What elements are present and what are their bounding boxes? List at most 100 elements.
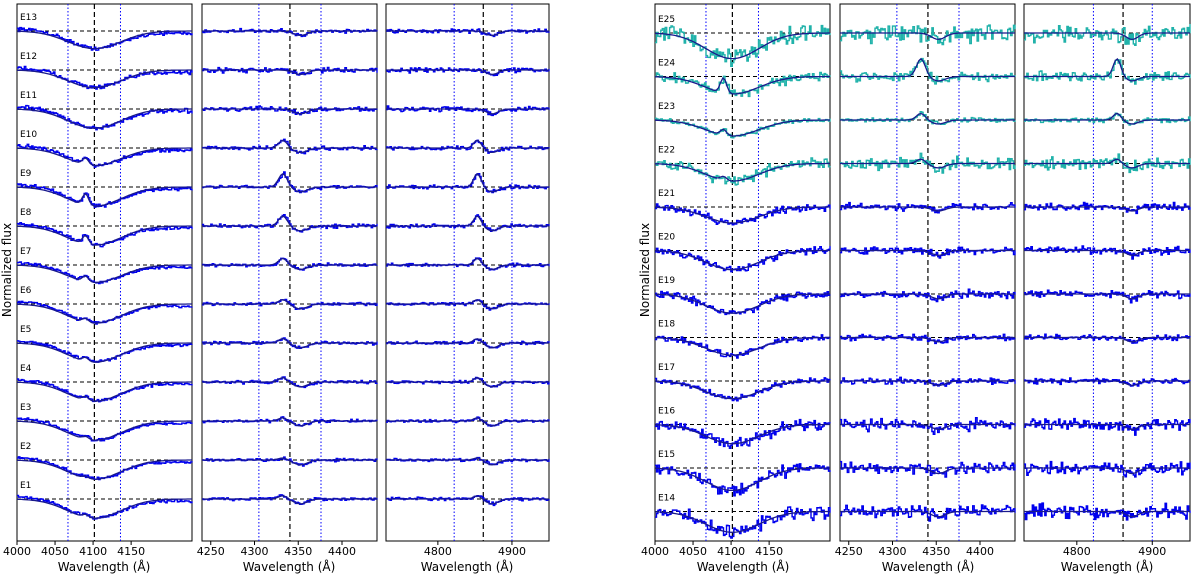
- spectrum-E8-model: [16, 225, 192, 246]
- x-tick-label: 4100: [717, 545, 745, 558]
- spectrum-E16-data: [655, 418, 831, 449]
- spectrum-label-E20: E20: [658, 233, 675, 243]
- spectrum-label-E16: E16: [658, 407, 675, 417]
- spectrum-E8-data: [386, 214, 550, 232]
- spectrum-E10-model: [202, 139, 377, 154]
- spectrum-E16-model: [654, 423, 830, 445]
- spectrum-label-E12: E12: [20, 52, 37, 62]
- spectrum-label-E9: E9: [20, 169, 32, 179]
- spectrum-E23-model: [654, 119, 830, 137]
- spectrum-E22-model: [840, 158, 1015, 169]
- spectrum-E10-data: [386, 139, 550, 154]
- spectrum-E20-model: [840, 249, 1015, 256]
- left-spectra-group: 4000 4050 4100 4150 E13 E12 E11 E10 E9 E8 E7 E6 E5 E4…: [3, 3, 550, 558]
- panel-frame: [16, 3, 193, 542]
- spectrum-E19-model: [840, 293, 1015, 300]
- spectrum-E14-data: [655, 506, 831, 539]
- x-axis-label-2: Wavelength (Å): [243, 559, 336, 574]
- spectrum-E3-model: [16, 420, 192, 441]
- spectrum-E1-data: [386, 495, 550, 507]
- spectrum-E24-model: [1024, 57, 1190, 82]
- spectrum-E16-model: [1024, 423, 1190, 430]
- x-tick-label: 4900: [498, 545, 526, 558]
- spectrum-E25-model: [1024, 32, 1190, 41]
- spectrum-E18-model: [840, 336, 1015, 343]
- x-axis-label-4: Wavelength (Å): [697, 559, 790, 574]
- spectrum-E18-model: [655, 336, 830, 356]
- x-tick-label: 4350: [922, 545, 950, 558]
- spectrum-E8-model: [386, 215, 549, 232]
- spectrum-E20-model: [1024, 249, 1190, 256]
- x-axis-label-6: Wavelength (Å): [1061, 559, 1154, 574]
- spectrum-E21-model: [654, 206, 830, 224]
- spectrum-E24-model: [840, 57, 1015, 82]
- spectrum-E4-model: [16, 381, 192, 402]
- x-tick-label: 4000: [3, 545, 31, 558]
- spectrum-label-E21: E21: [658, 189, 675, 199]
- spectrum-E25-model: [840, 32, 1015, 41]
- spectrum-E5-model: [202, 338, 377, 349]
- y-axis-label-right: Normalized flux: [638, 223, 652, 317]
- spectrum-E15-model: [1024, 467, 1190, 475]
- spectrum-E2-model: [16, 459, 192, 480]
- spectrum-E24-data: [655, 71, 831, 98]
- left-panel-3: 4800 4900: [385, 3, 550, 558]
- x-tick-label: 4400: [328, 545, 356, 558]
- spectrum-label-E3: E3: [20, 403, 31, 413]
- spectrum-E16-data: [1024, 417, 1191, 436]
- spectrum-E13-data: [17, 26, 193, 51]
- spectrum-E9-model: [16, 186, 192, 207]
- spectrum-E25-data: [1024, 24, 1191, 46]
- x-tick-label: 4050: [41, 545, 69, 558]
- spectrum-label-E23: E23: [658, 102, 675, 112]
- spectrum-E17-model: [840, 380, 1015, 387]
- spectrum-E6-model: [16, 303, 192, 324]
- spectrum-E21-data: [840, 201, 1016, 214]
- right-spectra-group: 4000 4050 4100 4150 E25 E24 E23 E22 E21 E20 E19 E18…: [641, 3, 1191, 558]
- spectrum-E18-data: [655, 334, 831, 359]
- spectrum-E3-model: [386, 417, 549, 427]
- spectrum-E9-data: [17, 183, 193, 208]
- spectrum-E24-data: [1024, 59, 1191, 85]
- x-tick-label: 4100: [79, 545, 107, 558]
- spectrum-label-E8: E8: [20, 208, 32, 218]
- spectrum-E21-data: [1024, 201, 1191, 215]
- spectrum-E25-data: [655, 24, 831, 67]
- spectrum-E15-model: [654, 467, 830, 492]
- spectrum-E15-model: [840, 467, 1015, 475]
- spectrum-E7-model: [386, 257, 549, 271]
- spectrum-E4-model: [202, 377, 377, 388]
- spectrum-E7-model: [202, 257, 377, 271]
- spectrum-E22-model: [1024, 158, 1190, 169]
- spectrum-E23-model: [840, 112, 1015, 125]
- spectrum-E22-data: [1024, 153, 1191, 174]
- spectrum-label-E24: E24: [658, 59, 675, 69]
- spectrum-E9-model: [202, 172, 377, 193]
- spectrum-E18-model: [1024, 336, 1190, 343]
- spectrum-E12-data: [386, 67, 550, 77]
- spectrum-E1-data: [17, 494, 193, 520]
- spectrum-E18-data: [1024, 333, 1191, 344]
- left-panel-2: 4250 4300 4350 4400: [197, 3, 378, 558]
- spectrum-E13-model: [386, 30, 549, 37]
- spectrum-E4-model: [386, 377, 549, 388]
- spectrum-E19-data: [840, 288, 1016, 303]
- spectrum-E13-data: [386, 28, 550, 38]
- spectrum-E2-model: [386, 457, 549, 466]
- spectrum-E16-model: [840, 423, 1015, 430]
- spectrum-E6-model: [202, 299, 377, 310]
- spectrum-E24-data: [840, 57, 1016, 85]
- spectrum-E11-data: [386, 105, 550, 117]
- right-panel-1: 4000 4050 4100 4150 E25 E24 E23 E22 E21 E20 E19 E18…: [641, 3, 831, 558]
- spectrum-E1-model: [202, 495, 377, 505]
- spectrum-label-E1: E1: [20, 481, 31, 491]
- spectrum-E14-model: [654, 510, 830, 533]
- spectrum-E3-data: [386, 416, 550, 427]
- spectrum-E19-model: [1024, 293, 1190, 300]
- x-tick-label: 4250: [835, 545, 863, 558]
- spectrum-E9-model: [386, 173, 549, 193]
- spectrum-E14-model: [840, 510, 1015, 518]
- spectrum-E12-model: [17, 69, 192, 89]
- panel-frame: [1023, 3, 1191, 542]
- x-tick-label: 4000: [641, 545, 669, 558]
